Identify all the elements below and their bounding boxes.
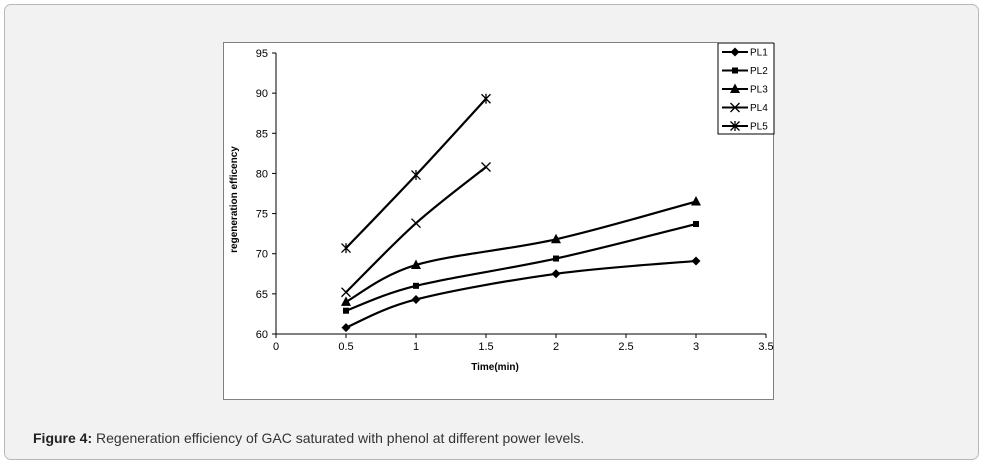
- data-point-pl4: [411, 218, 421, 229]
- data-point-pl3: [551, 233, 561, 244]
- legend-label-pl2: PL2: [750, 66, 768, 77]
- legend-marker-pl4: [730, 102, 740, 113]
- data-point-pl4: [481, 162, 491, 172]
- x-tick-label: 0.5: [338, 341, 353, 353]
- y-tick-label: 65: [256, 289, 268, 301]
- data-point-pl5: [481, 93, 491, 104]
- data-point-pl1: [691, 256, 701, 266]
- x-tick-label: 2.5: [618, 341, 633, 353]
- x-tick-label: 1: [413, 341, 419, 353]
- x-tick-label: 3.5: [758, 341, 773, 353]
- x-tick-label: 1.5: [478, 341, 493, 353]
- data-point-pl3: [691, 196, 701, 206]
- data-point-pl2: [553, 255, 559, 262]
- legend-label-pl5: PL5: [750, 122, 768, 133]
- data-point-pl5: [411, 170, 421, 181]
- series-line-pl1: [345, 259, 697, 329]
- y-tick-label: 95: [256, 48, 268, 60]
- series-line-pl4: [345, 166, 487, 294]
- y-tick-label: 85: [256, 128, 268, 140]
- x-axis-title: Time(min): [471, 362, 519, 373]
- data-point-pl4: [341, 287, 351, 298]
- legend-label-pl1: PL1: [750, 48, 768, 59]
- data-point-pl2: [343, 307, 349, 314]
- line-chart: 60 65 70 75 80 85 90 95 0 0.5 1 1.5 2 2.5 3 3.5 Time(min…: [229, 43, 775, 373]
- caption-label: Figure 4:: [33, 430, 93, 446]
- y-tick-label: 80: [256, 168, 268, 180]
- legend-marker-pl2: [732, 67, 738, 74]
- data-point-pl2: [413, 282, 419, 289]
- figure-caption: Figure 4: Regeneration efficiency of GAC…: [33, 430, 584, 446]
- data-point-pl1: [551, 269, 561, 279]
- legend-marker-pl1: [730, 47, 740, 57]
- x-tick-label: 2: [553, 341, 559, 353]
- data-point-pl3: [411, 259, 421, 269]
- data-point-pl1: [411, 294, 421, 304]
- legend-marker-pl3: [730, 83, 740, 93]
- legend-label-pl3: PL3: [750, 85, 768, 96]
- data-point-pl2: [693, 221, 699, 228]
- caption-text: Regeneration efficiency of GAC saturated…: [96, 430, 585, 446]
- data-point-pl5: [341, 243, 351, 254]
- y-axis-title: regeneration efficency: [229, 146, 240, 253]
- y-tick-label: 60: [256, 329, 268, 341]
- x-tick-label: 0: [273, 341, 279, 353]
- figure-panel: 60 65 70 75 80 85 90 95 0 0.5 1 1.5 2 2.5 3 3.5 Time(min…: [4, 4, 979, 460]
- legend-marker-pl5: [730, 121, 740, 131]
- legend-label-pl4: PL4: [750, 103, 768, 114]
- y-tick-label: 70: [256, 249, 268, 261]
- data-point-pl1: [341, 323, 351, 333]
- x-tick-label: 3: [693, 341, 699, 353]
- series-line-pl3: [345, 200, 697, 303]
- data-point-pl3: [341, 296, 351, 306]
- series-line-pl2: [345, 222, 697, 312]
- y-tick-label: 75: [256, 209, 268, 221]
- y-tick-label: 90: [256, 88, 268, 100]
- chart-frame: 60 65 70 75 80 85 90 95 0 0.5 1 1.5 2 2.5 3 3.5 Time(min…: [223, 42, 775, 400]
